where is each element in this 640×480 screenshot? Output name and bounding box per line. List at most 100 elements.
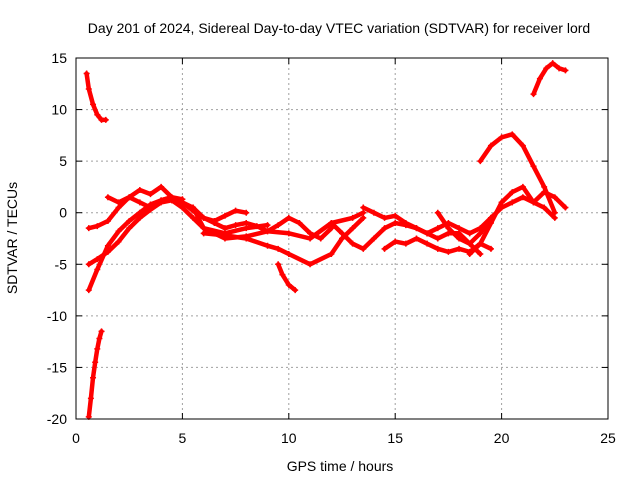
data-point [392,212,399,219]
data-point [509,189,516,196]
data-point [541,204,548,211]
data-point [456,230,463,237]
data-point [328,220,335,227]
data-point [264,222,271,229]
data-point [221,212,228,219]
data-point [87,395,94,402]
data-point [279,271,286,278]
data-point [232,207,239,214]
data-point [296,220,303,227]
data-point [509,199,516,206]
data-point [83,70,90,77]
data-point [556,65,563,72]
x-tick-label: 5 [179,430,187,446]
data-point [285,214,292,221]
data-point [243,235,250,242]
data-point [445,248,452,255]
data-point [200,230,207,237]
data-point [243,209,250,216]
data-point [147,204,154,211]
data-point [179,199,186,206]
data-point [115,238,122,245]
series-arc-1 [83,70,109,123]
data-point [264,242,271,249]
data-point [562,204,569,211]
data-point [487,142,494,149]
series-arc-2 [85,328,105,420]
data-point [370,235,377,242]
data-point [115,204,122,211]
data-point [317,235,324,242]
y-tick-label: 0 [59,205,67,221]
data-point [392,238,399,245]
data-point [434,209,441,216]
y-tick-label: 5 [59,153,67,169]
data-point [285,281,292,288]
data-point [328,225,335,232]
data-point [200,214,207,221]
data-point [339,235,345,242]
data-point [562,67,569,74]
data-point [136,199,143,206]
data-point [285,250,292,257]
data-point [96,335,103,342]
x-tick-label: 15 [387,430,403,446]
data-point [349,214,356,221]
data-point [158,197,165,204]
data-point [85,85,92,92]
data-point [349,225,356,232]
data-point [200,225,207,232]
x-tick-label: 0 [72,430,80,446]
data-point [307,230,314,237]
data-point [349,240,356,247]
data-point [104,242,111,249]
data-point [90,374,97,381]
data-point [221,232,228,239]
data-point [477,230,484,237]
data-point [445,230,452,237]
x-axis-label: GPS time / hours [287,458,394,474]
series-arc-9 [275,261,299,294]
data-point [126,194,133,201]
data-point [530,163,537,170]
y-tick-label: 15 [51,50,67,66]
data-point [98,328,105,335]
data-point [211,220,218,227]
data-point [536,75,543,82]
data-point [253,223,260,230]
data-point [466,250,473,257]
data-point [434,245,441,252]
data-point [424,230,431,237]
data-point [90,101,97,108]
data-point [477,240,484,247]
data-point [264,228,271,235]
data-point [498,134,505,141]
data-point [115,199,122,206]
data-point [402,240,409,247]
data-point [424,240,431,247]
data-point [85,225,92,232]
data-point [102,116,109,123]
data-point [307,235,314,242]
data-point [136,214,143,221]
data-point [445,225,452,232]
data-point [551,214,558,221]
chart-title: Day 201 of 2024, Sidereal Day-to-day VTE… [88,20,590,36]
data-point [292,287,299,294]
data-point [147,191,154,198]
series-line [275,262,298,293]
data-point [360,245,367,252]
y-tick-label: -10 [47,308,67,324]
data-point [487,220,494,227]
y-tick-label: 10 [51,102,67,118]
data-point [168,194,175,201]
data-point [360,214,367,221]
data-point [456,245,463,252]
data-point [136,187,143,194]
data-point [85,261,92,268]
plot-frame [75,57,609,420]
series-layer [83,60,569,420]
x-tick-label: 25 [600,430,616,446]
data-point [477,250,484,257]
data-point [94,256,101,263]
